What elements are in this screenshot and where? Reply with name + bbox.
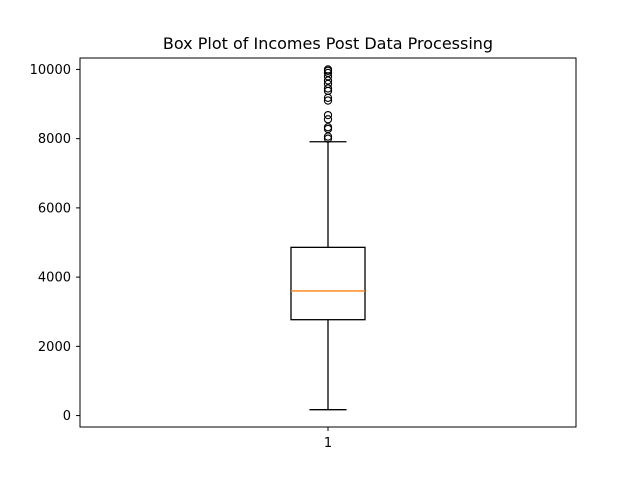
y-tick-label: 4000	[38, 271, 71, 286]
outlier-point	[323, 65, 333, 74]
iqr-box	[290, 246, 366, 321]
x-axis: 1	[324, 427, 332, 451]
chart-title: Box Plot of Incomes Post Data Processing	[163, 34, 493, 53]
box-plot-series	[290, 65, 366, 411]
outlier-point	[323, 115, 333, 124]
outlier-point	[323, 96, 333, 105]
y-axis: 0 2000 4000 6000 8000 10000	[30, 63, 80, 424]
y-tick-label: 6000	[38, 201, 71, 216]
y-tick-label: 0	[63, 409, 71, 424]
outlier-point	[323, 68, 333, 78]
outlier-point	[323, 84, 333, 93]
y-tick-label: 10000	[30, 63, 71, 78]
y-tick-label: 2000	[38, 340, 71, 355]
y-tick-label: 8000	[38, 132, 71, 147]
outlier-point	[323, 134, 333, 143]
outlier-point	[323, 110, 333, 120]
outlier-point	[323, 123, 333, 132]
x-tick-label: 1	[324, 436, 332, 451]
